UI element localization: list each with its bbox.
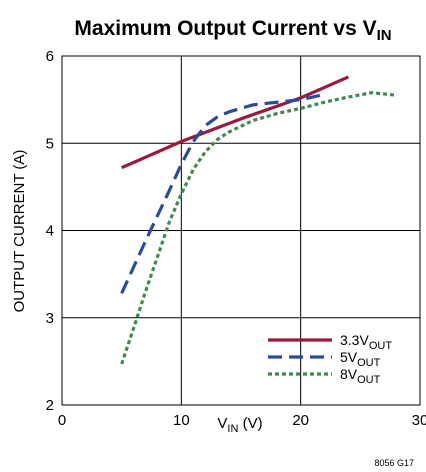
x-axis-label: VIN (V) <box>217 415 262 435</box>
x-tick-label: 0 <box>58 412 66 429</box>
series-line-2 <box>120 91 397 365</box>
x-tick-label: 30 <box>412 412 426 429</box>
chart-title: Maximum Output Current vs VIN <box>74 17 391 44</box>
y-tick-label: 2 <box>46 397 54 414</box>
x-tick-label: 10 <box>173 412 190 429</box>
figure-code: 8056 G17 <box>374 458 414 468</box>
y-tick-label: 4 <box>46 223 54 240</box>
legend-label-1: 5VOUT <box>340 349 381 369</box>
y-tick-label: 6 <box>46 48 54 65</box>
grid <box>61 55 421 406</box>
legend-label-0: 3.3VOUT <box>340 332 392 352</box>
y-tick-label: 3 <box>46 310 54 327</box>
x-tick-label: 20 <box>292 412 309 429</box>
series-line-0 <box>121 75 350 170</box>
legend-label-2: 8VOUT <box>340 366 381 386</box>
y-tick-label: 5 <box>46 135 54 152</box>
tick-labels: 0 10 20 30 2 3 4 5 6 <box>46 48 426 429</box>
plot-frame <box>61 55 421 406</box>
series-line-1 <box>120 92 325 294</box>
series-lines <box>120 75 397 365</box>
y-axis-label: OUTPUT CURRENT (A) <box>11 150 28 313</box>
